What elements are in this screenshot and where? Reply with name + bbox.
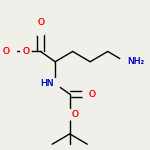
Text: O: O bbox=[37, 18, 44, 27]
Circle shape bbox=[6, 46, 16, 57]
Text: O: O bbox=[22, 47, 29, 56]
Text: O: O bbox=[3, 47, 10, 56]
Circle shape bbox=[65, 110, 75, 120]
Text: HN: HN bbox=[40, 79, 54, 88]
Text: O: O bbox=[71, 110, 78, 119]
Text: HN: HN bbox=[40, 79, 54, 88]
Circle shape bbox=[21, 46, 31, 57]
Circle shape bbox=[82, 89, 92, 99]
Text: O: O bbox=[3, 47, 10, 56]
Circle shape bbox=[50, 79, 60, 89]
Text: O: O bbox=[71, 110, 78, 119]
Text: O: O bbox=[89, 90, 96, 99]
Circle shape bbox=[120, 57, 130, 67]
Text: O: O bbox=[89, 90, 96, 99]
Text: NH₂: NH₂ bbox=[127, 57, 144, 66]
Text: O: O bbox=[37, 18, 44, 27]
Text: O: O bbox=[22, 47, 29, 56]
Text: NH₂: NH₂ bbox=[127, 57, 144, 66]
Circle shape bbox=[35, 26, 46, 36]
